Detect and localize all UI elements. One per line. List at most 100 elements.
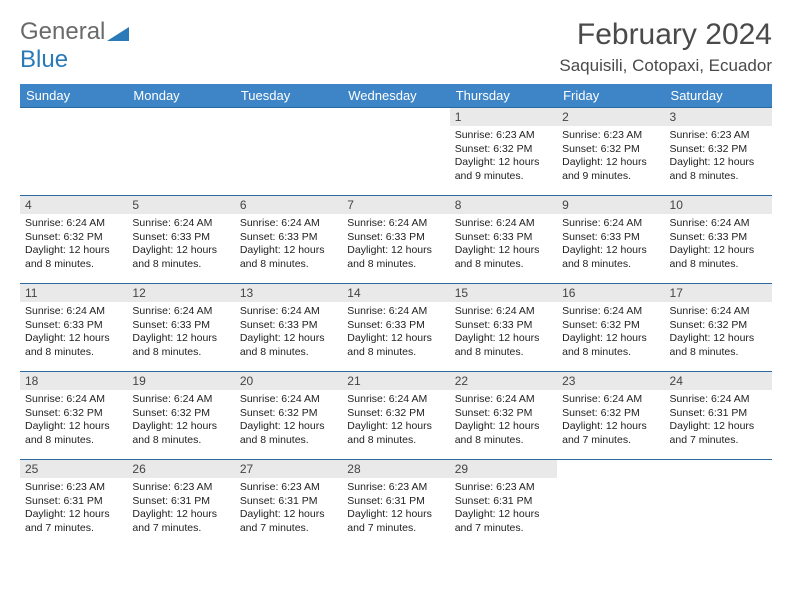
calendar-week-row: 4Sunrise: 6:24 AMSunset: 6:32 PMDaylight…: [20, 196, 772, 284]
calendar-week-row: 25Sunrise: 6:23 AMSunset: 6:31 PMDayligh…: [20, 460, 772, 548]
sunrise-text: Sunrise: 6:23 AM: [455, 481, 552, 495]
sunrise-text: Sunrise: 6:24 AM: [455, 393, 552, 407]
calendar-cell: 8Sunrise: 6:24 AMSunset: 6:33 PMDaylight…: [450, 196, 557, 284]
calendar-body: 1Sunrise: 6:23 AMSunset: 6:32 PMDaylight…: [20, 108, 772, 548]
day-details: Sunrise: 6:24 AMSunset: 6:33 PMDaylight:…: [127, 302, 234, 364]
day-details: Sunrise: 6:24 AMSunset: 6:33 PMDaylight:…: [235, 302, 342, 364]
day-number: 1: [450, 108, 557, 126]
sunrise-text: Sunrise: 6:24 AM: [562, 393, 659, 407]
sunrise-text: Sunrise: 6:24 AM: [455, 305, 552, 319]
calendar-cell: 5Sunrise: 6:24 AMSunset: 6:33 PMDaylight…: [127, 196, 234, 284]
sunrise-text: Sunrise: 6:24 AM: [132, 217, 229, 231]
calendar-cell: 10Sunrise: 6:24 AMSunset: 6:33 PMDayligh…: [665, 196, 772, 284]
day-details: Sunrise: 6:24 AMSunset: 6:33 PMDaylight:…: [20, 302, 127, 364]
daylight-text: Daylight: 12 hours and 9 minutes.: [562, 156, 659, 183]
daylight-text: Daylight: 12 hours and 8 minutes.: [670, 332, 767, 359]
calendar-cell: 14Sunrise: 6:24 AMSunset: 6:33 PMDayligh…: [342, 284, 449, 372]
sunrise-text: Sunrise: 6:24 AM: [240, 393, 337, 407]
day-details: Sunrise: 6:23 AMSunset: 6:31 PMDaylight:…: [450, 478, 557, 540]
day-details: Sunrise: 6:24 AMSunset: 6:32 PMDaylight:…: [342, 390, 449, 452]
day-number: 4: [20, 196, 127, 214]
daylight-text: Daylight: 12 hours and 7 minutes.: [670, 420, 767, 447]
day-number: 16: [557, 284, 664, 302]
sunrise-text: Sunrise: 6:23 AM: [240, 481, 337, 495]
day-details: Sunrise: 6:24 AMSunset: 6:33 PMDaylight:…: [557, 214, 664, 276]
calendar-header-row: SundayMondayTuesdayWednesdayThursdayFrid…: [20, 84, 772, 108]
sunset-text: Sunset: 6:32 PM: [670, 143, 767, 157]
calendar-cell: 11Sunrise: 6:24 AMSunset: 6:33 PMDayligh…: [20, 284, 127, 372]
day-number: 21: [342, 372, 449, 390]
calendar-cell: 18Sunrise: 6:24 AMSunset: 6:32 PMDayligh…: [20, 372, 127, 460]
calendar-cell: 20Sunrise: 6:24 AMSunset: 6:32 PMDayligh…: [235, 372, 342, 460]
calendar-table: SundayMondayTuesdayWednesdayThursdayFrid…: [20, 84, 772, 548]
sunset-text: Sunset: 6:33 PM: [455, 231, 552, 245]
day-number: 6: [235, 196, 342, 214]
sunrise-text: Sunrise: 6:24 AM: [347, 217, 444, 231]
sunset-text: Sunset: 6:32 PM: [455, 407, 552, 421]
day-number: 22: [450, 372, 557, 390]
sunrise-text: Sunrise: 6:23 AM: [670, 129, 767, 143]
sunset-text: Sunset: 6:33 PM: [132, 231, 229, 245]
day-details: Sunrise: 6:24 AMSunset: 6:31 PMDaylight:…: [665, 390, 772, 452]
calendar-cell: 16Sunrise: 6:24 AMSunset: 6:32 PMDayligh…: [557, 284, 664, 372]
calendar-cell: [665, 460, 772, 548]
brand-line1: General: [20, 18, 105, 45]
day-details: Sunrise: 6:23 AMSunset: 6:31 PMDaylight:…: [127, 478, 234, 540]
day-number: 9: [557, 196, 664, 214]
calendar-cell: 22Sunrise: 6:24 AMSunset: 6:32 PMDayligh…: [450, 372, 557, 460]
calendar-cell: 26Sunrise: 6:23 AMSunset: 6:31 PMDayligh…: [127, 460, 234, 548]
sunrise-text: Sunrise: 6:23 AM: [455, 129, 552, 143]
day-details: Sunrise: 6:24 AMSunset: 6:33 PMDaylight:…: [665, 214, 772, 276]
day-number: 2: [557, 108, 664, 126]
daylight-text: Daylight: 12 hours and 8 minutes.: [455, 332, 552, 359]
daylight-text: Daylight: 12 hours and 7 minutes.: [455, 508, 552, 535]
day-number: 18: [20, 372, 127, 390]
day-details: Sunrise: 6:24 AMSunset: 6:33 PMDaylight:…: [450, 302, 557, 364]
sunset-text: Sunset: 6:32 PM: [562, 319, 659, 333]
day-details: Sunrise: 6:23 AMSunset: 6:31 PMDaylight:…: [342, 478, 449, 540]
daylight-text: Daylight: 12 hours and 8 minutes.: [455, 244, 552, 271]
sunrise-text: Sunrise: 6:24 AM: [25, 305, 122, 319]
weekday-header: Sunday: [20, 84, 127, 108]
daylight-text: Daylight: 12 hours and 8 minutes.: [25, 332, 122, 359]
daylight-text: Daylight: 12 hours and 8 minutes.: [562, 332, 659, 359]
day-number: 29: [450, 460, 557, 478]
sunset-text: Sunset: 6:31 PM: [670, 407, 767, 421]
location-label: Saquisili, Cotopaxi, Ecuador: [559, 56, 772, 76]
calendar-cell: [20, 108, 127, 196]
month-title: February 2024: [559, 18, 772, 52]
daylight-text: Daylight: 12 hours and 8 minutes.: [347, 332, 444, 359]
weekday-header: Saturday: [665, 84, 772, 108]
day-number: 12: [127, 284, 234, 302]
daylight-text: Daylight: 12 hours and 7 minutes.: [240, 508, 337, 535]
weekday-header: Thursday: [450, 84, 557, 108]
day-details: Sunrise: 6:23 AMSunset: 6:31 PMDaylight:…: [20, 478, 127, 540]
sunset-text: Sunset: 6:32 PM: [562, 143, 659, 157]
weekday-header: Friday: [557, 84, 664, 108]
calendar-week-row: 11Sunrise: 6:24 AMSunset: 6:33 PMDayligh…: [20, 284, 772, 372]
daylight-text: Daylight: 12 hours and 8 minutes.: [347, 244, 444, 271]
day-number: 10: [665, 196, 772, 214]
calendar-cell: [127, 108, 234, 196]
sunrise-text: Sunrise: 6:24 AM: [562, 217, 659, 231]
sunset-text: Sunset: 6:32 PM: [455, 143, 552, 157]
sunrise-text: Sunrise: 6:24 AM: [25, 393, 122, 407]
day-details: Sunrise: 6:23 AMSunset: 6:32 PMDaylight:…: [450, 126, 557, 188]
calendar-cell: 9Sunrise: 6:24 AMSunset: 6:33 PMDaylight…: [557, 196, 664, 284]
calendar-cell: 17Sunrise: 6:24 AMSunset: 6:32 PMDayligh…: [665, 284, 772, 372]
sunset-text: Sunset: 6:33 PM: [455, 319, 552, 333]
calendar-cell: [235, 108, 342, 196]
day-details: Sunrise: 6:24 AMSunset: 6:33 PMDaylight:…: [342, 214, 449, 276]
sunrise-text: Sunrise: 6:24 AM: [670, 393, 767, 407]
sunrise-text: Sunrise: 6:24 AM: [455, 217, 552, 231]
calendar-cell: 25Sunrise: 6:23 AMSunset: 6:31 PMDayligh…: [20, 460, 127, 548]
sunset-text: Sunset: 6:31 PM: [240, 495, 337, 509]
day-details: Sunrise: 6:24 AMSunset: 6:32 PMDaylight:…: [235, 390, 342, 452]
daylight-text: Daylight: 12 hours and 8 minutes.: [670, 156, 767, 183]
daylight-text: Daylight: 12 hours and 8 minutes.: [25, 420, 122, 447]
sunrise-text: Sunrise: 6:24 AM: [347, 393, 444, 407]
calendar-cell: [557, 460, 664, 548]
calendar-week-row: 18Sunrise: 6:24 AMSunset: 6:32 PMDayligh…: [20, 372, 772, 460]
sunset-text: Sunset: 6:33 PM: [132, 319, 229, 333]
calendar-cell: 1Sunrise: 6:23 AMSunset: 6:32 PMDaylight…: [450, 108, 557, 196]
